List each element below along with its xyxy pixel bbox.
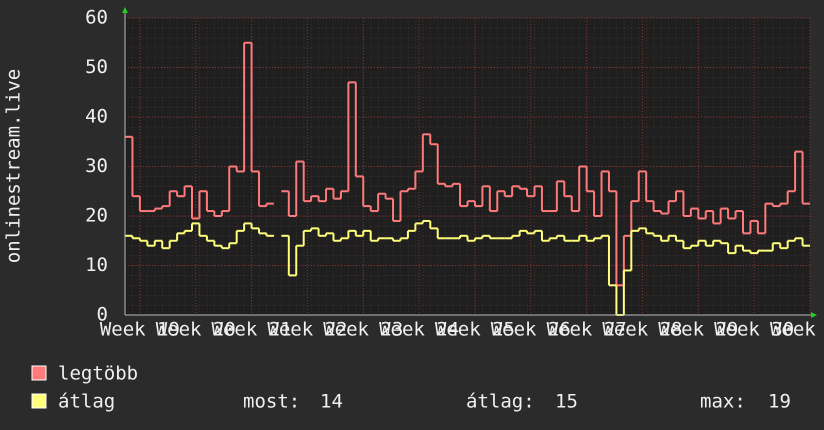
y-arrow bbox=[122, 7, 128, 13]
x-tick-label: Week 23 bbox=[323, 319, 403, 341]
y-tick-label: 10 bbox=[85, 254, 108, 276]
stat-label: most: bbox=[243, 391, 300, 413]
legend-label: átlag bbox=[58, 391, 115, 413]
x-tick-label: Week 27 bbox=[547, 319, 627, 341]
x-tick-label: Week 21 bbox=[212, 319, 292, 341]
y-tick-label: 60 bbox=[85, 7, 108, 29]
y-tick-label: 20 bbox=[85, 205, 108, 227]
y-tick-label: 30 bbox=[85, 155, 108, 177]
lines bbox=[125, 41, 810, 316]
stat-label: átlag: bbox=[466, 391, 535, 413]
x-tick-label: Week 19 bbox=[100, 319, 180, 341]
x-arrow bbox=[811, 312, 817, 318]
stat-value: 14 bbox=[320, 391, 343, 413]
x-tick-label: Week 24 bbox=[379, 319, 459, 341]
stat-value: 15 bbox=[555, 391, 578, 413]
legend-swatch bbox=[31, 393, 47, 409]
x-tick-label: Week 25 bbox=[435, 319, 515, 341]
x-tick-label: Week 20 bbox=[156, 319, 236, 341]
y-axis-label: onlinestream.live bbox=[3, 69, 25, 263]
legend-swatch bbox=[31, 365, 47, 381]
x-tick-label: Week 28 bbox=[602, 319, 682, 341]
x-tick-label: Week 22 bbox=[267, 319, 347, 341]
stat-value: 19 bbox=[768, 391, 791, 413]
legend-label: legtöbb bbox=[58, 363, 138, 385]
y-tick-label: 50 bbox=[85, 56, 108, 78]
x-tick-label: Week 29 bbox=[658, 319, 738, 341]
x-tick-label: Week 31 bbox=[770, 319, 824, 341]
y-tick-label: 0 bbox=[97, 304, 108, 326]
y-tick-label: 40 bbox=[85, 106, 108, 128]
x-tick-label: Week 30 bbox=[714, 319, 794, 341]
stat-label: max: bbox=[700, 391, 746, 413]
x-tick-label: Week 26 bbox=[491, 319, 571, 341]
